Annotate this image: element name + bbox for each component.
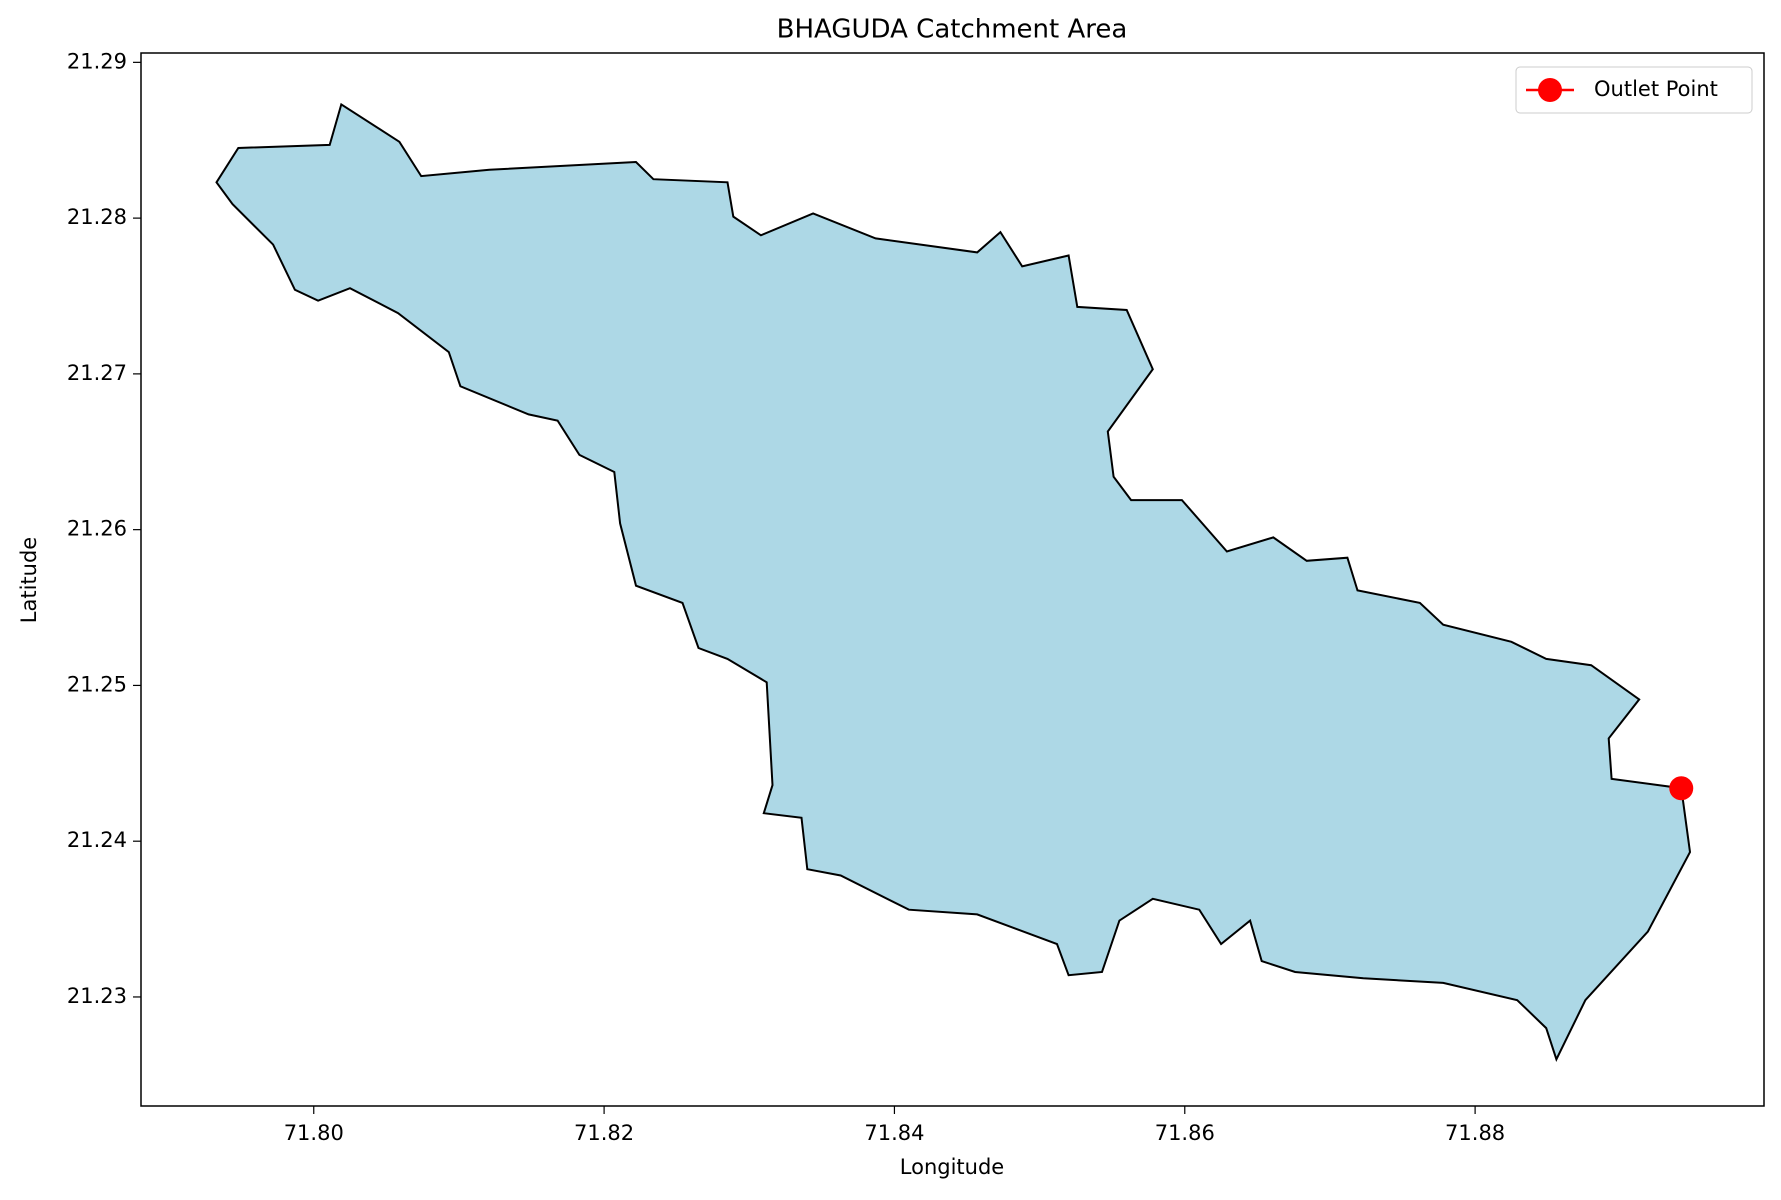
outlet-point: [1669, 776, 1694, 801]
y-tick-label: 21.27: [67, 361, 127, 385]
x-tick-label: 71.84: [864, 1121, 924, 1145]
legend-marker: [1538, 78, 1562, 102]
x-tick-label: 71.86: [1155, 1121, 1215, 1145]
y-tick-label: 21.29: [67, 49, 127, 73]
axes-frame: [140, 52, 1765, 1107]
catchment-area: [215, 102, 1692, 1062]
y-tick-label: 21.28: [67, 205, 127, 229]
x-tick-label: 71.80: [284, 1121, 344, 1145]
chart-title: BHAGUDA Catchment Area: [777, 15, 1128, 45]
y-tick-label: 21.24: [67, 828, 127, 852]
legend-box: [1515, 66, 1753, 114]
y-tick-label: 21.25: [67, 672, 127, 696]
x-tick-label: 71.82: [574, 1121, 634, 1145]
x-axis-label: Longitude: [900, 1155, 1004, 1179]
y-tick-label: 21.23: [67, 984, 127, 1008]
y-tick-label: 21.26: [67, 517, 127, 541]
y-axis-label: Latitude: [17, 537, 41, 623]
legend-label: Outlet Point: [1594, 77, 1718, 101]
x-tick-label: 71.88: [1445, 1121, 1505, 1145]
